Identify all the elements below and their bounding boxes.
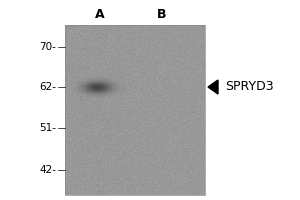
Text: 70-: 70-: [39, 42, 56, 52]
Text: SPRYD3: SPRYD3: [225, 80, 274, 94]
Text: B: B: [157, 7, 167, 21]
Text: 42-: 42-: [39, 165, 56, 175]
Text: 62-: 62-: [39, 82, 56, 92]
Text: 51-: 51-: [39, 123, 56, 133]
Polygon shape: [208, 80, 218, 94]
Bar: [65, 25, 205, 195]
Text: A: A: [95, 7, 105, 21]
